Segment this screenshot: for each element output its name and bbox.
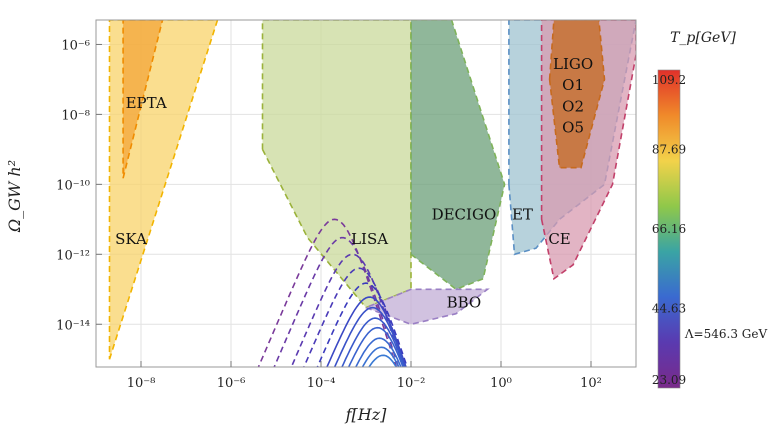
region-label-epta: EPTA <box>126 94 167 112</box>
colorbar-tick-label: 66.16 <box>652 222 686 236</box>
x-tick-label: 10⁻⁸ <box>127 376 156 391</box>
colorbar-tick-label: 87.69 <box>652 143 686 157</box>
colorbar-tick-label: 23.09 <box>652 373 686 387</box>
x-tick-label: 10⁰ <box>490 376 512 391</box>
region-label-o1: O1 <box>562 76 584 94</box>
x-tick-label: 10⁻² <box>397 376 426 391</box>
colorbar-tick-label: 109.2 <box>652 73 686 87</box>
region-label-o2: O2 <box>562 98 584 116</box>
x-axis-label: f[Hz] <box>345 405 388 424</box>
colorbar-title: T_p[GeV] <box>670 30 736 46</box>
x-tick-label: 10² <box>580 376 602 391</box>
region-label-o5: O5 <box>562 119 584 137</box>
region-label-bbo: BBO <box>447 294 482 312</box>
region-label-decigo: DECIGO <box>432 205 497 223</box>
y-tick-label: 10⁻¹⁴ <box>56 318 90 333</box>
colorbar-tick-label: 44.63 <box>652 302 686 316</box>
colorbar: T_p[GeV] 109.2 87.69 66.16 44.63 23.09 Λ=546.… <box>652 30 768 388</box>
region-label-lisa: LISA <box>351 230 388 248</box>
region-label-ska: SKA <box>115 230 147 248</box>
region-label-ce: CE <box>548 230 570 248</box>
y-tick-label: 10⁻⁶ <box>61 38 90 53</box>
colorbar-annotation: Λ=546.3 GeV <box>684 327 768 341</box>
y-tick-label: 10⁻¹² <box>56 248 90 263</box>
x-tick-label: 10⁻⁴ <box>307 376 336 391</box>
y-axis-label: Ω_GW h² <box>5 160 24 233</box>
y-tick-label: 10⁻¹⁰ <box>56 178 90 193</box>
y-tick-label: 10⁻⁸ <box>61 108 90 123</box>
x-tick-label: 10⁻⁶ <box>217 376 246 391</box>
region-label-et: ET <box>512 205 533 223</box>
region-label-ligo: LIGO <box>553 55 593 73</box>
